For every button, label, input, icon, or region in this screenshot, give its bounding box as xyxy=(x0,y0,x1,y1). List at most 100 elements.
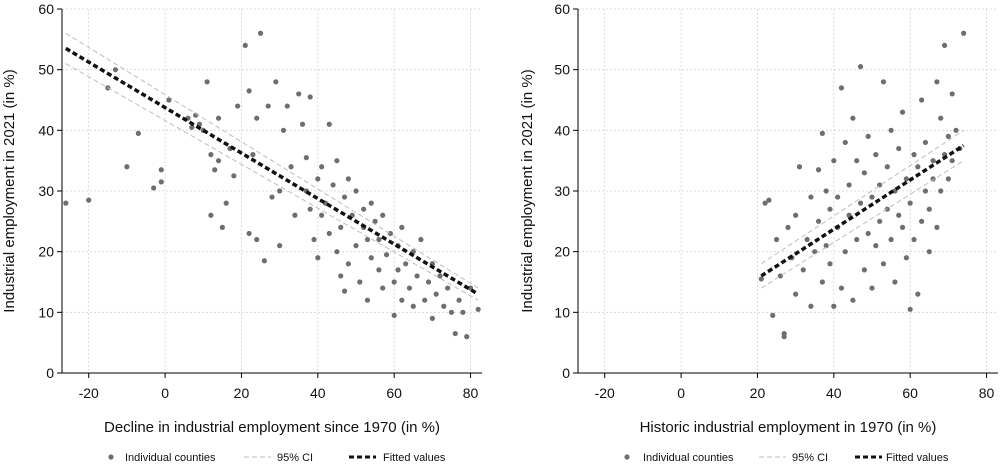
county-point xyxy=(353,188,359,194)
county-point xyxy=(158,167,164,173)
county-point xyxy=(961,30,967,36)
county-point xyxy=(441,303,447,309)
y-tick-label: 20 xyxy=(38,244,54,260)
county-point xyxy=(250,152,256,158)
county-point xyxy=(812,249,818,255)
county-point xyxy=(896,212,902,218)
county-point xyxy=(922,139,929,146)
county-point xyxy=(403,261,409,267)
county-point xyxy=(284,103,290,109)
county-point xyxy=(911,152,917,158)
county-point xyxy=(838,85,845,91)
right-scatter-panel: 0 10 20 30 40 50 60 -20 0 20 40 60 80 Historic indust… xyxy=(519,1,998,464)
x-tick-label: 80 xyxy=(979,385,995,401)
y-axis-title: Industrial employment in 2021 (in %) xyxy=(1,69,18,312)
county-point xyxy=(242,42,248,49)
county-point xyxy=(926,249,932,255)
county-point xyxy=(254,236,260,243)
county-point xyxy=(800,267,806,273)
county-point xyxy=(319,212,325,218)
county-point xyxy=(907,200,913,206)
y-tick-label: 0 xyxy=(562,365,570,381)
county-point xyxy=(793,291,799,297)
y-tick-label: 50 xyxy=(554,62,570,78)
county-point xyxy=(406,285,413,291)
county-point xyxy=(857,200,864,206)
fitted-line xyxy=(64,46,480,296)
county-point xyxy=(418,236,424,243)
county-point xyxy=(919,218,925,224)
county-point xyxy=(372,218,378,224)
county-point xyxy=(831,303,837,309)
county-point xyxy=(861,267,867,273)
county-point xyxy=(861,170,867,176)
county-point xyxy=(215,158,222,164)
county-point xyxy=(296,91,302,97)
county-point xyxy=(86,197,92,203)
county-point xyxy=(326,121,332,127)
county-point xyxy=(808,303,814,309)
county-point xyxy=(877,218,883,224)
county-point xyxy=(823,188,829,194)
county-point xyxy=(873,152,879,158)
y-tick-label: 60 xyxy=(554,1,570,17)
county-point xyxy=(219,224,225,230)
x-tick-label: 40 xyxy=(310,385,326,401)
ci-lower-line xyxy=(65,63,479,301)
county-point xyxy=(326,230,332,237)
county-point xyxy=(425,279,432,285)
county-point xyxy=(364,297,371,303)
county-point xyxy=(842,249,848,255)
county-point xyxy=(414,273,420,279)
county-point xyxy=(934,79,940,85)
county-point xyxy=(781,334,787,340)
county-point xyxy=(112,67,119,73)
x-tick-label: 60 xyxy=(386,385,402,401)
county-point xyxy=(873,243,879,249)
county-point xyxy=(850,115,856,121)
x-axis-title: Decline in industrial employment since 1… xyxy=(104,419,440,436)
x-tick-label: -20 xyxy=(595,385,615,401)
x-tick-label: 20 xyxy=(750,385,766,401)
county-point xyxy=(831,158,837,164)
county-point xyxy=(880,261,887,267)
county-point xyxy=(399,224,405,230)
county-point xyxy=(762,200,768,206)
county-point xyxy=(246,88,252,94)
y-tick-label: 40 xyxy=(38,122,54,138)
county-point xyxy=(896,145,902,152)
county-point xyxy=(773,236,780,243)
county-point xyxy=(880,79,887,85)
county-point xyxy=(338,273,344,279)
county-point xyxy=(189,124,195,130)
county-point xyxy=(135,130,141,136)
county-point xyxy=(865,133,871,139)
county-point xyxy=(445,285,451,291)
y-tick-label: 30 xyxy=(554,183,570,199)
x-tick-label: 0 xyxy=(161,385,169,401)
county-point xyxy=(330,182,336,188)
legend-points-swatch xyxy=(624,454,630,460)
y-tick-label: 50 xyxy=(38,62,54,78)
county-point xyxy=(915,164,921,170)
county-point xyxy=(899,109,906,115)
county-point xyxy=(269,194,275,200)
county-point xyxy=(766,197,772,203)
county-point xyxy=(938,188,944,194)
county-point xyxy=(888,236,894,243)
county-point xyxy=(357,279,363,285)
county-point xyxy=(808,194,814,200)
county-point xyxy=(938,115,944,121)
legend-fit-label: Fitted values xyxy=(383,452,446,464)
county-point xyxy=(758,276,764,282)
county-point xyxy=(223,200,229,206)
county-point xyxy=(919,97,925,103)
legend-points-swatch xyxy=(108,454,114,460)
county-point xyxy=(903,176,909,182)
legend-fit-label: Fitted values xyxy=(886,452,949,464)
county-point xyxy=(884,164,890,170)
county-point xyxy=(341,288,348,294)
county-point xyxy=(299,121,306,127)
county-point xyxy=(235,103,241,109)
legend-ci-label: 95% CI xyxy=(277,452,313,464)
